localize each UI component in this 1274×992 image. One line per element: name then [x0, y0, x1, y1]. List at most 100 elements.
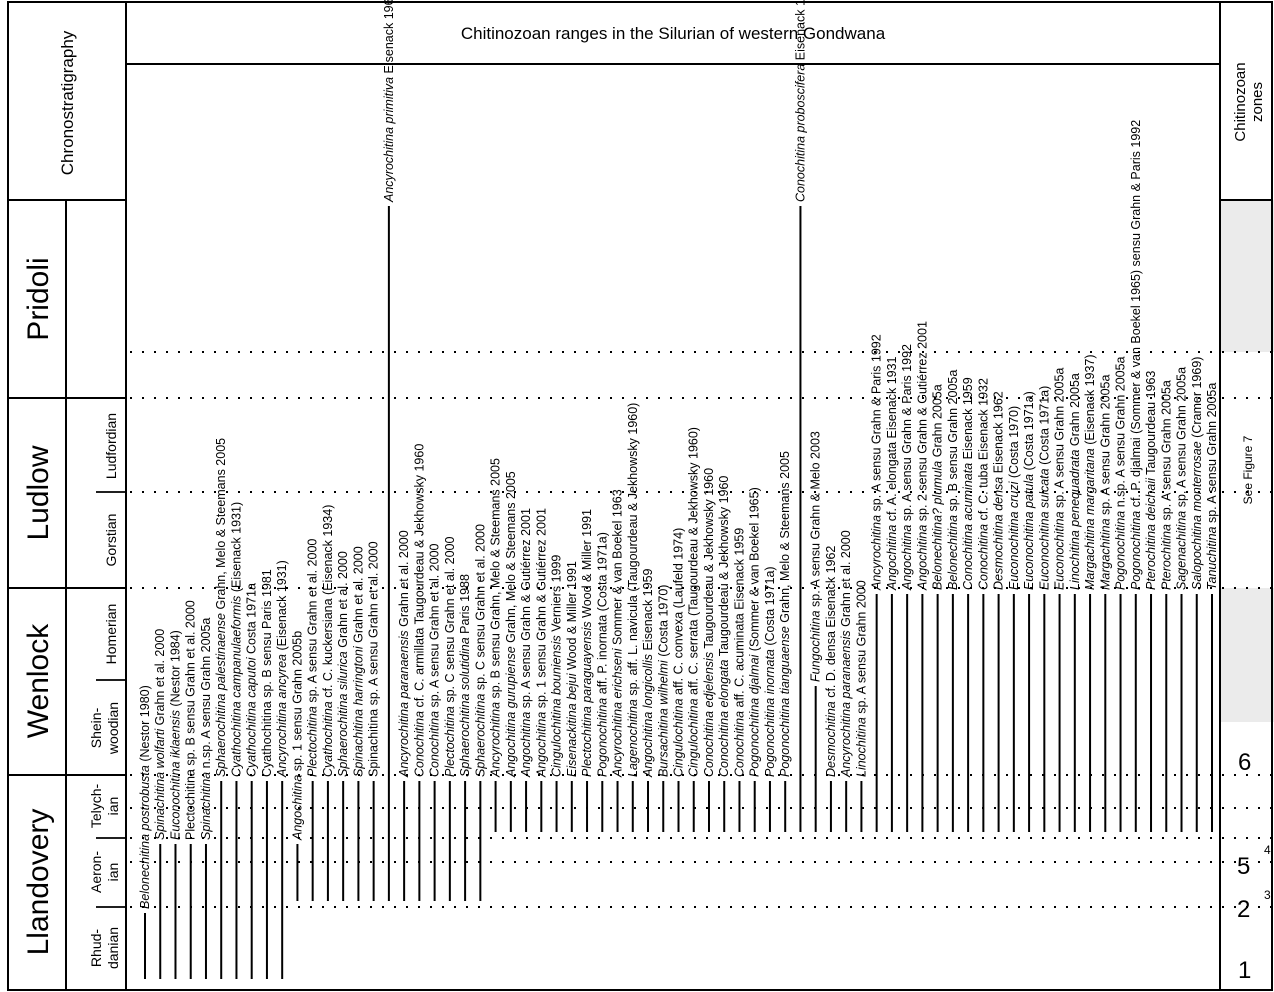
taxon-label-27: Cingulochitina bouniensis Verniers 1999	[550, 555, 564, 777]
taxon-label-31: Ancyrochitina erichseni Sommer & van Boe…	[611, 489, 625, 778]
taxon-label-50: Angochitina sp. A sensu Grahn & Paris 19…	[900, 344, 914, 591]
taxon-label-60: Euconochitina sp. A sensu Grahn 2005a	[1053, 368, 1067, 590]
taxon-label-38: Conochitina elongata Taugourdeau & Jekho…	[717, 476, 731, 777]
taxon-label-59: Euconochitina sulcata (Costa 1971a)	[1037, 386, 1051, 590]
stage-aeronian-1: Aeron-	[88, 851, 104, 893]
taxon-label-42: Pogonochitina tianguaense Grahn, Melo & …	[778, 451, 792, 777]
taxon-label-24: Angochitina gurupiense Grahn, Melo & Ste…	[504, 471, 518, 778]
series-pridoli: Pridoli	[22, 257, 55, 340]
taxon-label-54: Conochitina acuminata Eisenack 1959	[961, 377, 975, 590]
stage-ticks	[96, 491, 126, 908]
taxon-label-53: Belonechitina sp. B sensu Grahn 2005a	[946, 370, 960, 590]
taxon-label-1: Spinachitina wolfarti Grahn et al. 2000	[153, 629, 167, 840]
taxon-label-12: Cyathochitina cf. C. kuckersiana (Eisena…	[321, 505, 335, 777]
zone-2: 2	[1237, 896, 1250, 923]
zone-3: 3	[1264, 888, 1271, 902]
taxon-label-2: Euconochitina iklaensis (Nestor 1984)	[168, 630, 182, 840]
taxon-label-0: Belonechitina postrobusta (Nestor 1980)	[138, 685, 152, 909]
taxon-label-26: Angochitina sp. 1 sensu Grahn & Gutiérre…	[534, 508, 548, 778]
stage-labels: Ludfordian Gorstian Homerian Shein- wood…	[88, 413, 121, 969]
taxon-label-68: Sagenachitina sp. A sensu Grahn 2005a	[1175, 367, 1189, 590]
stage-ludfordian: Ludfordian	[103, 413, 119, 479]
taxon-label-52: Belonechitina? plumula Grahn 2005a	[931, 384, 945, 590]
series-ludlow: Ludlow	[22, 445, 55, 540]
stage-gorstian: Gorstian	[103, 514, 119, 567]
taxon-label-62: Margachitina margaritana (Eisenack 1937)	[1083, 354, 1097, 590]
taxon-label-69: Salopochitina monterrosae (Cramer 1969)	[1190, 357, 1204, 590]
zone-shade-lower	[1221, 588, 1274, 722]
taxon-label-58: Euconochitina patula (Costa 1971a)	[1022, 391, 1036, 590]
taxon-label-14: Spinachitina harringtoni Grahn et al. 20…	[351, 546, 365, 777]
zone-1: 1	[1238, 957, 1251, 984]
taxon-label-39: Conochitina aff. C. acuminata Eisenack 1…	[732, 528, 746, 777]
stage-rhuddanian-2: danian	[105, 927, 121, 969]
taxon-label-8: Cyathochitina sp. B sensu Paris 1981	[260, 569, 274, 777]
taxon-label-65: Pogonochitina cf. P. djalmai (Sommer & v…	[1129, 120, 1143, 590]
taxon-label-16: Ancyrochitina primitiva Eisenack 1964	[382, 0, 396, 203]
taxon-label-70: Tanuchitina sp. A sensu Grahn 2005a	[1205, 383, 1219, 590]
see-figure-label: See Figure 7	[1241, 435, 1255, 504]
taxon-label-34: Bursachitina wilhelmi (Costa 1970)	[656, 585, 670, 777]
taxon-label-56: Desmochitina densa Eisenack 1962	[992, 391, 1006, 590]
series-wenlock: Wenlock	[22, 623, 55, 738]
range-bars	[144, 206, 1213, 979]
taxon-label-67: Pterochitina sp. A sensu Grahn 2005a	[1159, 380, 1173, 590]
taxon-labels: Belonechitina postrobusta (Nestor 1980)S…	[138, 0, 1219, 909]
zone-6: 6	[1238, 749, 1251, 776]
taxon-label-7: Cyathochitina caputoi Costa 1971a	[245, 583, 259, 777]
taxon-label-37: Conochitina edjelensis Taugourdeau & Jek…	[702, 468, 716, 777]
taxon-label-21: Sphaerochitina solutidina Paris 1988	[458, 574, 472, 777]
taxon-label-66: Pterochitina deichaii Taugourdeau 1963	[1144, 371, 1158, 590]
stage-sheinwoodian-2: woodian	[105, 702, 121, 755]
stage-aeronian-2: ian	[105, 863, 121, 882]
taxon-label-17: Ancyrochitina paranaensis Grahn et al. 2…	[397, 530, 411, 778]
header-zones-line2: zones	[1249, 82, 1266, 122]
taxon-label-51: Angochitina sp. 2 sensu Grahn & Gutiérre…	[915, 321, 929, 591]
taxon-label-20: Plectochitina sp. C sensu Grahn et al. 2…	[443, 537, 457, 777]
taxon-label-41: Pogonochitina inornata (Costa 1971a)	[763, 566, 777, 777]
taxon-label-61: Linochitina penequadrata Grahn 2005a	[1068, 373, 1082, 590]
chart-title: Chitinozoan ranges in the Silurian of we…	[461, 24, 886, 43]
taxon-label-10: Angochitina sp. 1 sensu Grahn 2005b	[290, 631, 304, 841]
taxon-label-43: Conochitina proboscifera Eisenack 1937	[793, 0, 807, 202]
frame	[7, 1, 1273, 991]
taxon-label-11: Plectochitina sp. A sensu Grahn et al. 2…	[306, 539, 320, 777]
header-zones: Chitinozoan zones	[1232, 62, 1266, 141]
taxon-label-5: Sphaerochitina palestinaense Grahn, Melo…	[214, 438, 228, 777]
zone-shade-upper	[1221, 200, 1274, 352]
stage-telychian-1: Telych-	[88, 783, 104, 828]
taxon-label-18: Conochitina cf. C. armillata Taugourdeau…	[412, 444, 426, 777]
taxon-label-23: Ancyrochitina sp. B sensu Grahn, Melo & …	[489, 458, 503, 778]
taxon-label-9: Ancyrochitina ancyrea (Eisenack 1931)	[275, 560, 289, 778]
taxon-label-19: Conochitina sp. A sensu Grahn et al. 200…	[428, 543, 442, 777]
taxon-label-49: Angochitina cf. A. elongata Eisenack 193…	[885, 356, 899, 591]
taxon-label-64: Pogonochitina n.sp. A sensu Grahn 2005a	[1114, 356, 1128, 590]
taxon-label-25: Angochitina sp. A sensu Grahn & Gutiérre…	[519, 508, 533, 778]
taxon-label-29: Plectochitina paraguayensis Wood & Mille…	[580, 509, 594, 777]
stage-sheinwoodian-1: Shein-	[88, 707, 104, 748]
taxon-label-44: Fungochitina sp. A sensu Grahn & Melo 20…	[809, 431, 823, 682]
header-zones-line1: Chitinozoan	[1232, 62, 1249, 141]
header-chronostratigraphy: Chronostratigraphy	[58, 30, 77, 175]
series-labels: Pridoli Ludlow Wenlock Llandovery	[22, 257, 55, 955]
stage-homerian: Homerian	[103, 604, 119, 665]
stage-telychian-2: ian	[105, 797, 121, 816]
taxon-label-48: Ancyrochitina sp. A sensu Grahn & Paris …	[870, 334, 884, 591]
taxon-label-55: Conochitina cf. C. tuba Eisenack 1932	[976, 378, 990, 590]
taxon-label-47: Linochitina sp. A sensu Grahn 2000	[854, 580, 868, 777]
taxon-label-33: Angochitina longicollis Eisenack 1959	[641, 568, 655, 778]
taxon-label-28: Eisenackitina bejui Wood & Miller 1991	[565, 561, 579, 777]
zone-5: 5	[1237, 853, 1250, 880]
taxon-label-63: Margachitina sp. A sensu Grahn 2005a	[1098, 375, 1112, 590]
taxon-label-40: Pogonochitina djalmai (Sommer & van Boek…	[748, 487, 762, 777]
taxon-label-15: Spinachitina sp. A sensu Grahn et al. 20…	[367, 541, 381, 777]
taxon-label-45: Desmochitina cf. D. densa Eisenack 1962	[824, 546, 838, 777]
taxon-label-32: Lagenochitina sp. aff. L. navicula (Taug…	[626, 403, 640, 777]
taxon-label-3: Plectochitina sp. B sensu Grahn et al. 2…	[184, 600, 198, 840]
taxon-label-36: Cingulochitina aff. C. serrata (Taugourd…	[687, 427, 701, 777]
taxon-label-30: Pogonochitina aff. P. inornata (Costa 19…	[595, 532, 609, 777]
taxon-label-35: Cingulochitina aff. C. convexa (Laufeld …	[672, 528, 686, 777]
taxon-label-57: Euconochitina cruzi (Costa 1970)	[1007, 406, 1021, 590]
taxon-label-22: Sphaerochitina sp. C sensu Grahn et al. …	[473, 524, 487, 777]
